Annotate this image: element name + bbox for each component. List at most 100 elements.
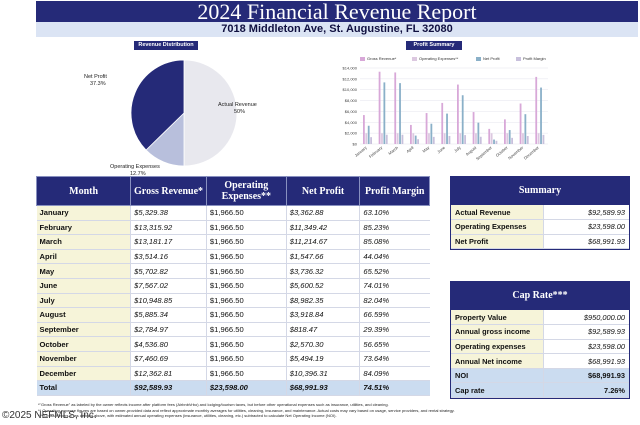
- legend-swatch: [360, 56, 365, 61]
- bar-june-series-2: [446, 113, 448, 144]
- property-address: 7018 Middleton Ave, St. Augustine, FL 32…: [36, 22, 638, 37]
- bar-august-series-3: [479, 136, 482, 144]
- bar-may-series-1: [428, 133, 430, 144]
- cell-gross-revenue: $5,329.38: [130, 205, 207, 221]
- table-row: Property Value $950,000.00: [451, 310, 629, 326]
- table-row: Net Profit $68,991.93: [451, 234, 629, 250]
- cell-operating-expenses: $1,966.50: [205, 249, 287, 265]
- bar-november-series-0: [519, 103, 522, 144]
- cap-rate-table: Property Value $950,000.00 Annual gross in…: [451, 310, 629, 399]
- cell-gross-revenue: $13,315.92: [130, 220, 207, 236]
- cell-operating-expenses: $1,966.50: [205, 336, 287, 352]
- bar-june-series-1: [443, 133, 446, 144]
- row-value: $92,589.93: [543, 324, 629, 340]
- footnote-2: ** Operating expense figures are based o…: [38, 407, 455, 413]
- row-value: 7.26%: [543, 382, 629, 399]
- cell-operating-expenses: $1,966.50: [205, 307, 287, 323]
- y-tick-label: $10,000: [343, 87, 358, 92]
- cell-operating-expenses: $1,966.50: [205, 220, 287, 236]
- table-header-row: Month Gross Revenue* Operating Expenses*…: [35, 176, 430, 206]
- bar-august-series-2: [477, 122, 480, 144]
- footnote-3: ***"Gross Revenue" as defined above, wit…: [38, 413, 337, 419]
- table-row: Annual gross income $92,589.93: [451, 324, 629, 340]
- cell-operating-expenses: $1,966.50: [205, 322, 287, 338]
- cell-net-profit: $818.47: [285, 322, 360, 338]
- cell-month: January: [36, 205, 131, 221]
- bar-april-series-0: [410, 124, 412, 144]
- bar-november-series-1: [522, 133, 524, 144]
- bar-december-series-0: [535, 76, 538, 144]
- header-operating-expenses: Operating Expenses**: [205, 176, 287, 206]
- cell-profit-margin: 73.64%: [359, 351, 430, 367]
- y-tick-label: $12,000: [343, 76, 358, 81]
- pie-label-actual-revenue: Actual Revenue 50%: [218, 102, 257, 115]
- cap-rate-box: Cap Rate*** Property Value $950,000.00 Ann…: [450, 281, 630, 400]
- bar-february-series-0: [378, 71, 381, 144]
- pie-chart-title: Revenue Distribution: [134, 41, 198, 50]
- cell-month: October: [36, 336, 131, 352]
- cell-month: November: [36, 351, 131, 367]
- bar-march-series-1: [396, 133, 399, 144]
- bar-march-series-2: [399, 83, 401, 144]
- cell-profit-margin: 56.65%: [359, 336, 430, 352]
- header-gross-revenue: Gross Revenue*: [130, 176, 207, 206]
- bar-january-series-2: [367, 125, 370, 144]
- cell-month: May: [36, 263, 131, 279]
- cell-net-profit: $68,991.93: [285, 380, 360, 396]
- cell-net-profit: $5,600.52: [285, 278, 360, 294]
- bar-december-series-3: [542, 134, 545, 144]
- table-row: October $4,536.80 $1,966.50 $2,570.30 56.65%: [36, 336, 430, 352]
- x-tick-label: November: [507, 145, 525, 161]
- cell-operating-expenses: $1,966.50: [205, 366, 287, 382]
- cell-gross-revenue: $3,514.16: [130, 249, 207, 265]
- cell-month: September: [36, 322, 131, 338]
- cell-profit-margin: 44.04%: [359, 249, 430, 265]
- footnotes: *"Gross Revenue" as labeled by the owner…: [38, 402, 634, 419]
- row-label: Annual gross income: [451, 324, 544, 340]
- cell-operating-expenses: $1,966.50: [205, 234, 287, 250]
- cell-month: February: [36, 220, 131, 236]
- row-value: $23,598.00: [543, 339, 629, 355]
- table-row: July $10,948.85 $1,966.50 $8,982.35 82.04%: [36, 293, 430, 309]
- cell-profit-margin: 65.52%: [359, 263, 430, 279]
- table-row: November $7,460.69 $1,966.50 $5,494.19 73.64…: [36, 351, 430, 367]
- cell-gross-revenue: $13,181.17: [130, 234, 207, 250]
- cell-month: August: [36, 307, 131, 323]
- bar-february-series-2: [383, 82, 386, 144]
- table-row: Annual Net income $68,991.93: [451, 353, 629, 369]
- bar-march-series-0: [394, 72, 397, 144]
- summary-table: Actual Revenue $92,589.93 Operating Expens…: [451, 205, 629, 250]
- table-row: April $3,514.16 $1,966.50 $1,547.66 44.04%: [36, 249, 430, 265]
- row-value: $950,000.00: [543, 310, 629, 326]
- x-tick-label: September: [475, 145, 494, 162]
- bar-chart-title: Profit Summary: [406, 41, 462, 50]
- cell-net-profit: $11,214.67: [285, 234, 360, 250]
- summary-box: Summary Actual Revenue $92,589.93 Operatin…: [450, 176, 630, 251]
- cell-gross-revenue: $7,460.69: [130, 351, 207, 367]
- legend-gross-revenue: Gross Revenue*: [360, 56, 396, 62]
- revenue-distribution-chart: Revenue Distribution Net Profit 37.3% Ac…: [76, 40, 316, 178]
- bar-december-series-1: [537, 133, 540, 144]
- pie-label-net-profit: Net Profit 37.3%: [84, 74, 107, 87]
- legend-profit-margin: Profit Margin: [516, 56, 546, 62]
- cell-gross-revenue: $7,567.02: [130, 278, 207, 294]
- pie-label-operating-expenses: Operating Expenses 12.7%: [110, 164, 160, 177]
- x-tick-label: May: [421, 145, 430, 154]
- cell-net-profit: $10,396.31: [285, 366, 360, 382]
- table-row: May $5,702.82 $1,966.50 $3,736.32 65.52%: [36, 263, 430, 279]
- x-tick-label: December: [523, 145, 541, 161]
- bar-september-series-1: [490, 133, 493, 144]
- bar-april-series-1: [412, 133, 415, 144]
- row-value: $68,991.93: [543, 353, 629, 369]
- bar-november-series-3: [526, 136, 529, 144]
- y-tick-label: $8,000: [345, 98, 358, 103]
- bar-october-series-3: [511, 137, 513, 144]
- cap-rate-title: Cap Rate***: [451, 282, 629, 310]
- cell-operating-expenses: $1,966.50: [205, 278, 287, 294]
- table-row: Operating expenses $23,598.00: [451, 339, 629, 355]
- y-tick-label: $2,000: [345, 131, 358, 136]
- legend-swatch: [476, 56, 481, 61]
- table-row: June $7,567.02 $1,966.50 $5,600.52 74.01%: [36, 278, 430, 294]
- cell-profit-margin: 84.09%: [359, 366, 430, 382]
- y-tick-label: $4,000: [345, 120, 358, 125]
